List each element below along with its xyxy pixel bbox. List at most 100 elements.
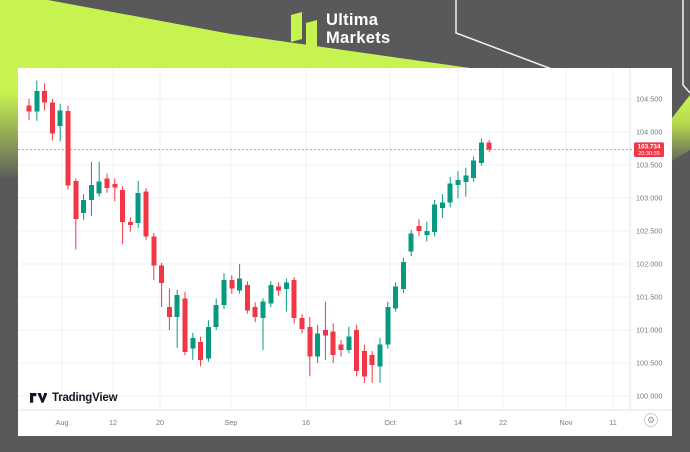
timezone-settings-button[interactable]: ⚙ [644,413,658,427]
candle [229,275,235,294]
candle-body [439,202,445,208]
price-tick-label: 100.000 [636,392,662,401]
candle-body [159,265,165,284]
candle-body [283,282,289,290]
gear-icon: ⚙ [646,414,656,425]
tradingview-label: TradingView [52,392,118,404]
ultima-markets-logo: Ultima Markets [291,11,390,52]
candle [42,83,48,111]
candles-layer [26,80,492,383]
candle [361,344,367,383]
candle-body [120,190,126,222]
candle-body [377,344,383,367]
time-axis[interactable]: Aug 12 20 Sep 16 Oct 14 22 Nov 11 [56,418,617,427]
price-axis[interactable]: 104.500 104.000 103.500 103.000 102.500 102.0… [636,95,662,401]
candle [127,217,133,232]
candle-body [393,286,399,309]
candle [120,186,126,245]
candle [486,140,492,152]
price-badge-value: 103.734 [638,144,661,151]
candle-body [65,110,71,186]
candle-body [143,191,149,237]
candle [143,188,149,241]
price-tick-label: 101.500 [636,293,662,302]
candle [322,301,328,360]
candle-body [205,326,211,359]
candle-body [463,175,469,183]
price-tick-label: 102.500 [636,227,662,236]
decor-outline-left [455,0,558,72]
candle-body [112,184,118,188]
candle-body [486,142,492,150]
candle [159,262,165,307]
candle [354,324,360,377]
time-tick-label: Aug [56,418,69,427]
candle [424,221,430,242]
candle-body [88,184,94,201]
candle-body [73,180,79,220]
candle-body [213,305,219,327]
candle [213,298,219,331]
candle-body [361,351,367,377]
candle-body [299,318,305,329]
candle [463,167,469,197]
candle-body [260,301,266,319]
candle [408,229,414,257]
candle-body [151,236,157,266]
candle-body [432,204,438,232]
price-tick-label: 103.000 [636,194,662,203]
candle-body [49,102,55,134]
candle-body [34,91,40,112]
candle [205,320,211,362]
candle [73,178,79,250]
candle-body [447,183,453,203]
candle [88,161,94,216]
candle-body [385,307,391,345]
candle-body [42,91,48,103]
candle-body [416,225,422,232]
candle [237,264,243,294]
candle [283,278,289,312]
candle [338,340,344,357]
candle-body [174,295,180,317]
candle-body [315,333,321,357]
price-tick-label: 103.500 [636,161,662,170]
candle-body [268,285,274,304]
candle [393,282,399,312]
candle [346,326,352,354]
candle [315,324,321,364]
candle [447,176,453,208]
time-tick-label: 12 [109,418,117,427]
candle [166,288,172,331]
candle-body [26,105,32,112]
tradingview-watermark[interactable]: TradingView [30,392,118,404]
candle [104,173,110,193]
tradingview-logo-icon [30,393,47,403]
candle-body [104,178,110,189]
candle [291,277,297,324]
candlestick-chart[interactable]: 104.500 104.000 103.500 103.000 102.500 102.0… [18,68,672,436]
candle-body [166,307,172,317]
ultima-markets-logo-icon [291,12,317,50]
price-badge-countdown: 20:30:35 [638,151,660,157]
candle [198,336,204,367]
brand-text: Ultima Markets [326,11,390,47]
brand-line1: Ultima [326,11,379,29]
candle [190,332,196,360]
candle-body [127,221,133,226]
candle [307,316,313,377]
candle [276,282,282,296]
candle [96,161,102,197]
candle-body [229,279,235,289]
time-tick-label: Oct [384,418,395,427]
price-tick-label: 101.000 [636,326,662,335]
price-tick-label: 100.500 [636,359,662,368]
candle [369,351,375,383]
candle [135,180,141,228]
candle [81,194,87,220]
candle-body [237,278,243,291]
candle [471,156,477,182]
candle-body [471,160,477,179]
candle-body [182,298,188,352]
candle [268,281,274,307]
